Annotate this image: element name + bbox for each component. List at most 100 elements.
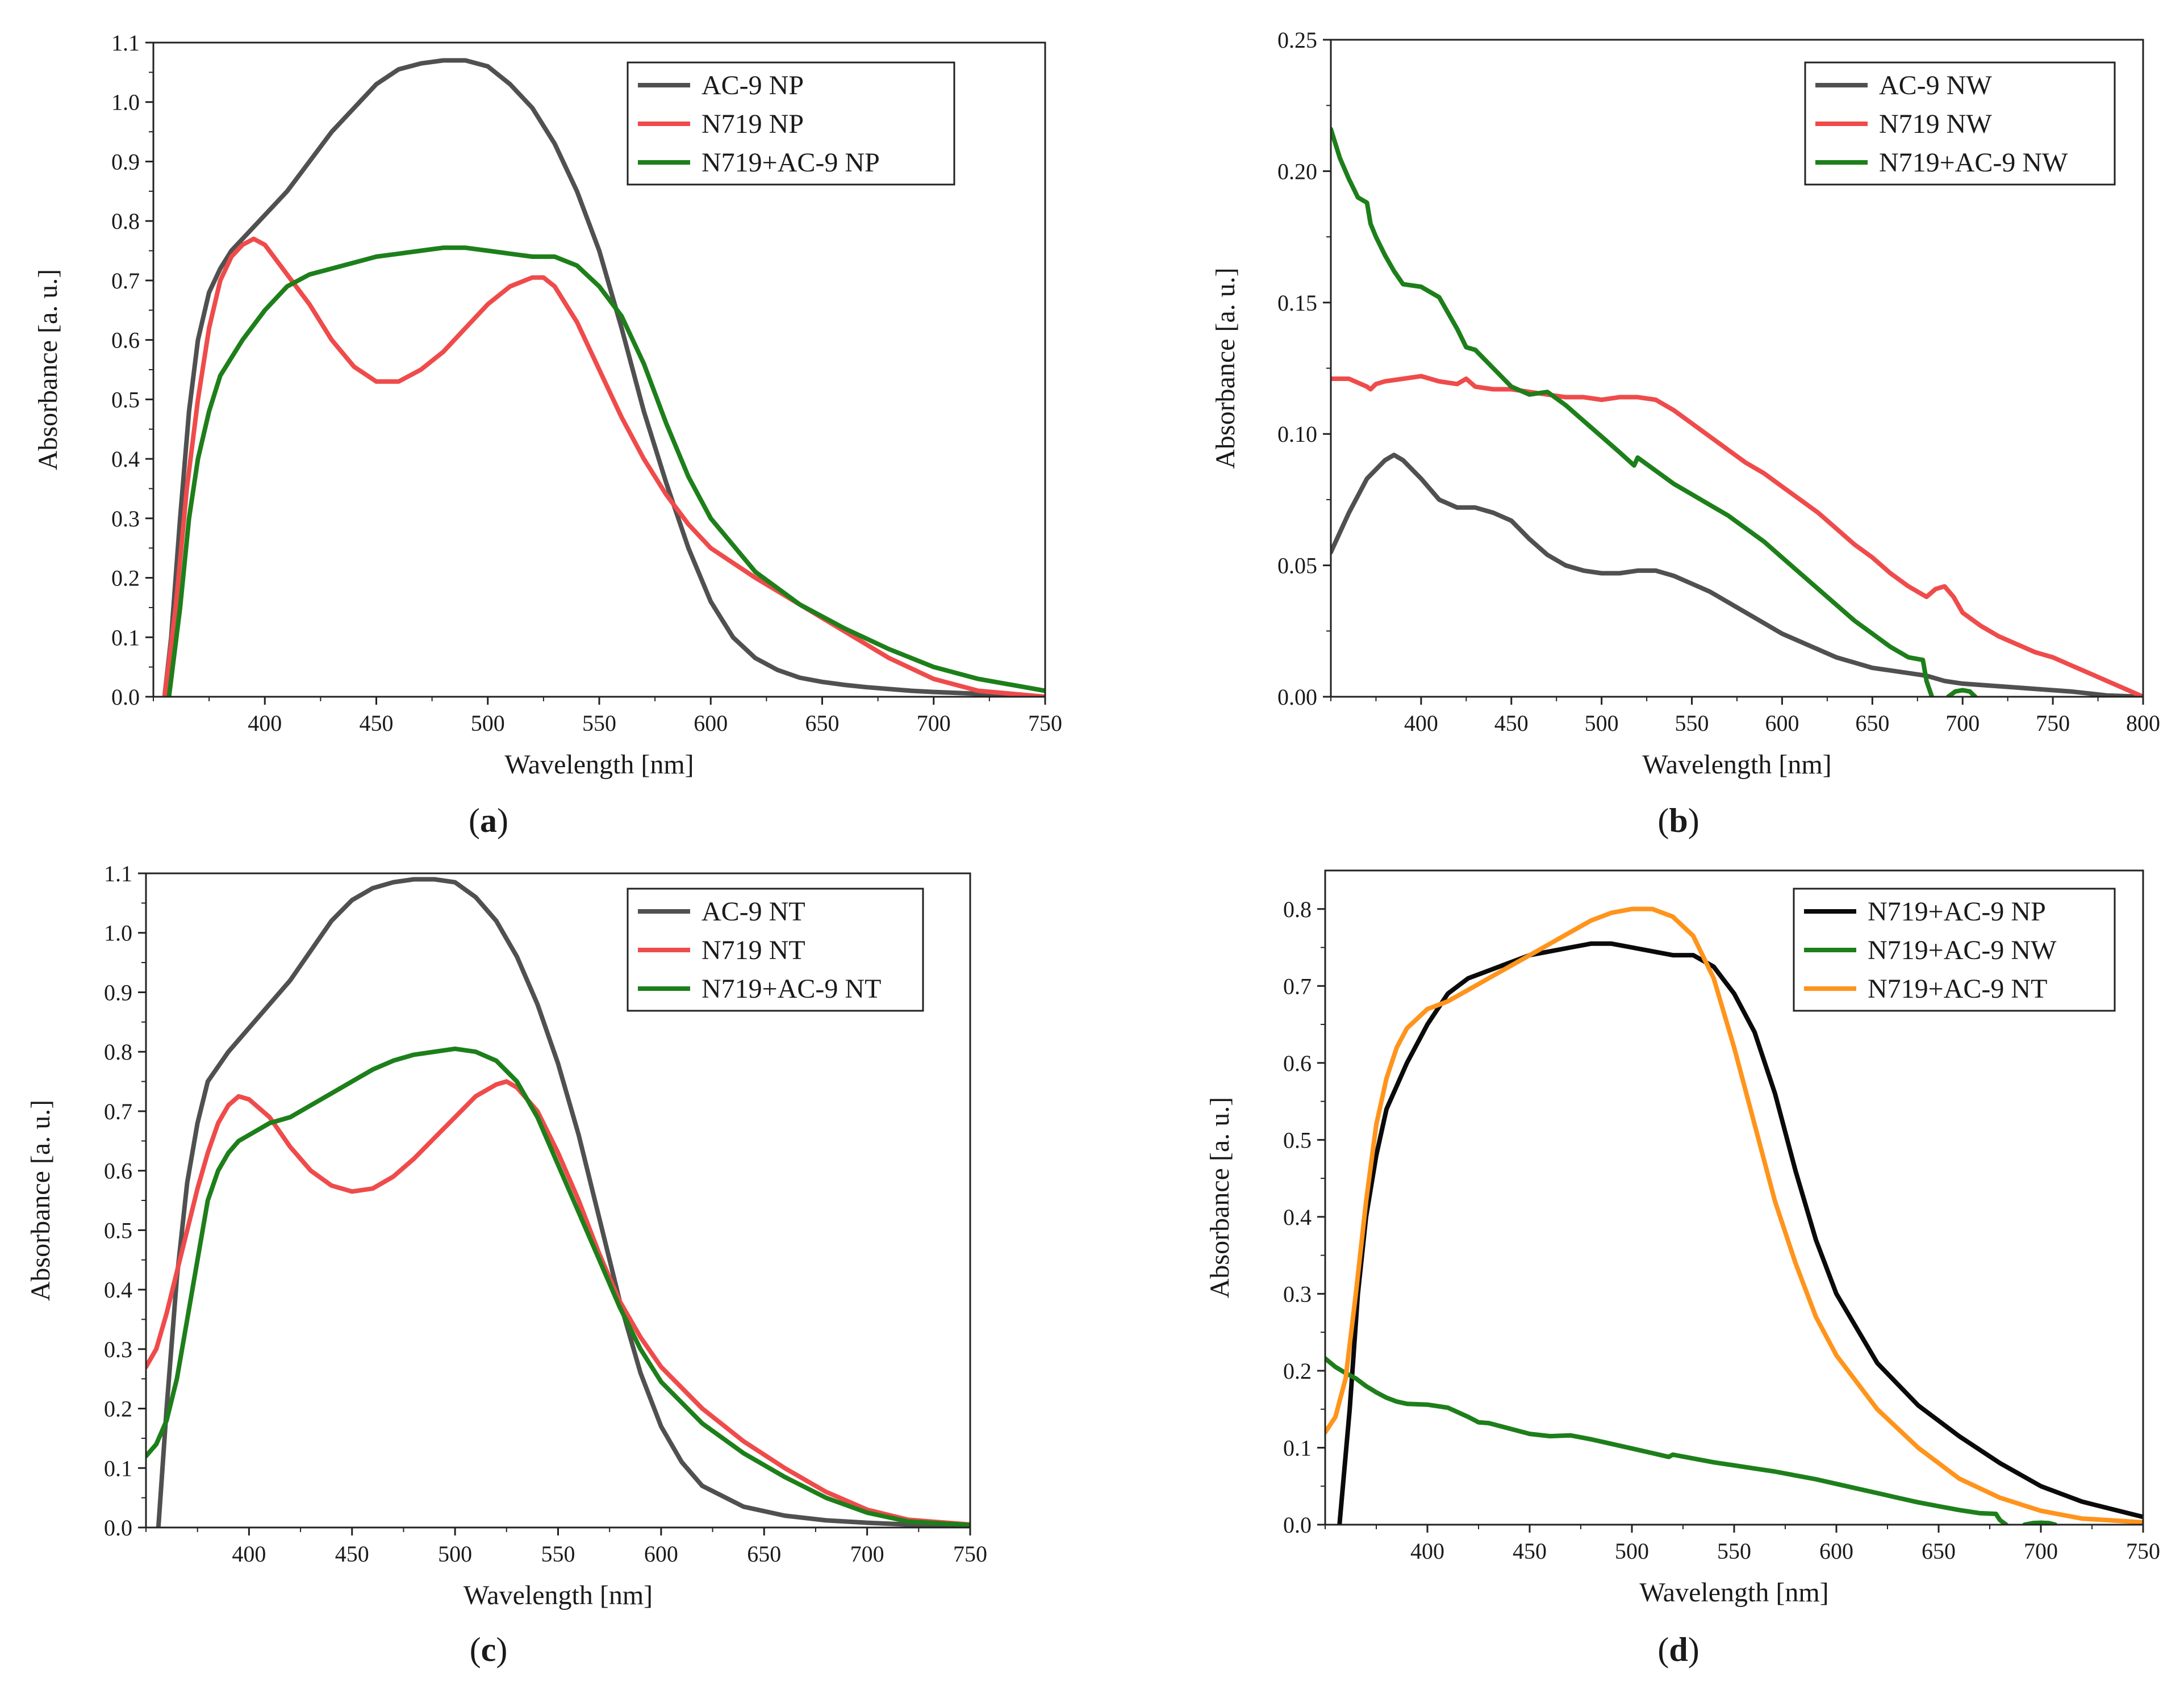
legend-label: AC-9 NP xyxy=(701,70,804,101)
legend-label: N719+AC-9 NT xyxy=(1868,974,2047,1004)
x-tick-label: 750 xyxy=(2126,1538,2160,1564)
panel-caption-letter: a xyxy=(480,802,497,839)
x-tick-label: 600 xyxy=(1819,1538,1853,1564)
series-line-a-0 xyxy=(162,58,1045,697)
series-line-d-1 xyxy=(1325,1356,2008,1525)
y-tick-label: 0.7 xyxy=(104,1099,132,1124)
y-tick-label: 0.5 xyxy=(111,387,140,412)
legend: AC-9 NP N719 NP N719+AC-9 NP xyxy=(627,61,955,186)
panel-c: 400 450 500 550 600 650 700 750 0.0 0.1 0.2 0.3 0.4 0… xyxy=(26,861,987,1668)
series-line-b-3 xyxy=(1945,688,1978,697)
panel-caption: (b) xyxy=(1657,802,1699,839)
series-line-b-1 xyxy=(1331,374,2143,697)
panel-d: 400 450 500 550 600 650 700 750 0.0 0.1 0.2 0.3 0.4 0… xyxy=(1205,869,2160,1668)
x-tick-label: 550 xyxy=(1717,1538,1751,1564)
y-tick-label: 0.05 xyxy=(1277,553,1317,579)
y-tick-label: 0.7 xyxy=(1283,973,1312,999)
x-tick-label: 400 xyxy=(248,710,282,736)
y-tick-label: 0.00 xyxy=(1277,684,1317,710)
series-line-b-0 xyxy=(1331,453,2143,697)
plot-area xyxy=(162,58,1045,697)
y-tick-label: 0.2 xyxy=(104,1396,132,1422)
x-tick-label: 600 xyxy=(1765,710,1799,736)
y-axis-title: Absorbance [a. u.] xyxy=(26,1100,56,1302)
legend-label: N719 NP xyxy=(701,109,804,139)
y-tick-label: 0.5 xyxy=(1283,1127,1312,1153)
panel-caption-letter: d xyxy=(1669,1631,1688,1668)
y-tick-label: 0.3 xyxy=(1283,1281,1312,1307)
x-tick-label: 550 xyxy=(1675,710,1709,736)
x-tick-label: 750 xyxy=(2036,710,2070,736)
x-tick-label: 500 xyxy=(471,710,505,736)
legend-label: AC-9 NW xyxy=(1879,70,1992,101)
y-tick-label: 0.4 xyxy=(104,1277,132,1303)
x-tick-label: 450 xyxy=(335,1541,369,1567)
x-tick-label: 750 xyxy=(953,1541,987,1567)
x-tick-label: 400 xyxy=(232,1541,266,1567)
y-tick-label: 0.1 xyxy=(111,625,140,650)
x-axis-title: Wavelength [nm] xyxy=(1639,1577,1828,1608)
y-tick-label: 1.0 xyxy=(104,920,132,946)
x-tick-label: 450 xyxy=(1513,1538,1547,1564)
x-tick-label: 750 xyxy=(1028,710,1062,736)
series-line-c-1 xyxy=(146,1079,970,1527)
panel-caption-letter: c xyxy=(481,1631,496,1668)
x-tick-label: 800 xyxy=(2126,710,2160,736)
y-axis-title: Absorbance [a. u.] xyxy=(33,269,63,471)
y-tick-label: 0.1 xyxy=(104,1455,132,1481)
panel-a: 400 450 500 550 600 650 700 750 0.0 0.1 0.2 0.3 0.4 0… xyxy=(33,30,1062,839)
y-tick-label: 0.25 xyxy=(1277,27,1317,53)
y-tick-label: 1.1 xyxy=(104,861,132,886)
x-axis-title: Wavelength [nm] xyxy=(1642,750,1831,780)
x-tick-label: 450 xyxy=(1494,710,1529,736)
x-tick-label: 400 xyxy=(1410,1538,1444,1564)
y-tick-label: 0.20 xyxy=(1277,158,1317,184)
plot-area xyxy=(1325,906,2143,1525)
x-tick-label: 650 xyxy=(1855,710,1889,736)
y-tick-label: 1.1 xyxy=(111,30,140,56)
legend-label: N719+AC-9 NP xyxy=(1868,897,2046,927)
x-axis-title: Wavelength [nm] xyxy=(504,750,694,780)
x-tick-label: 400 xyxy=(1404,710,1438,736)
series-line-c-0 xyxy=(156,877,970,1528)
y-tick-label: 0.9 xyxy=(104,980,132,1005)
series-line-d-3 xyxy=(1325,906,2143,1525)
x-tick-label: 700 xyxy=(850,1541,884,1567)
x-tick-label: 650 xyxy=(747,1541,781,1567)
legend: AC-9 NT N719 NT N719+AC-9 NT xyxy=(627,888,924,1012)
x-tick-label: 500 xyxy=(1615,1538,1649,1564)
y-tick-label: 0.6 xyxy=(111,328,140,353)
y-tick-label: 0.6 xyxy=(1283,1051,1312,1076)
series-line-b-2 xyxy=(1331,127,1935,697)
x-tick-label: 700 xyxy=(1945,710,1980,736)
y-tick-label: 0.0 xyxy=(1283,1512,1312,1538)
legend: N719+AC-9 NP N719+AC-9 NW N719+AC-9 NT xyxy=(1793,888,2116,1012)
panel-caption: (c) xyxy=(470,1631,508,1668)
x-tick-label: 550 xyxy=(541,1541,575,1567)
y-tick-label: 0.9 xyxy=(111,149,140,174)
y-tick-label: 0.2 xyxy=(1283,1358,1312,1384)
plot-area xyxy=(146,877,970,1528)
y-axis-title: Absorbance [a. u.] xyxy=(1210,267,1241,469)
x-axis-title: Wavelength [nm] xyxy=(463,1580,653,1610)
x-tick-label: 450 xyxy=(360,710,394,736)
series-line-d-2 xyxy=(2022,1520,2058,1525)
series-line-a-2 xyxy=(166,245,1045,697)
legend-label: N719+AC-9 NT xyxy=(701,974,881,1004)
series-line-a-1 xyxy=(162,236,1045,697)
x-tick-label: 500 xyxy=(438,1541,472,1567)
y-tick-label: 0.8 xyxy=(111,208,140,234)
series-line-d-0 xyxy=(1337,941,2143,1525)
y-tick-label: 0.10 xyxy=(1277,421,1317,447)
legend-label: N719+AC-9 NW xyxy=(1879,148,2068,178)
y-tick-label: 0.4 xyxy=(1283,1204,1312,1230)
legend: AC-9 NW N719 NW N719+AC-9 NW xyxy=(1804,61,2116,186)
y-tick-label: 0.2 xyxy=(111,566,140,591)
legend-label: N719+AC-9 NP xyxy=(701,148,880,178)
x-tick-label: 550 xyxy=(582,710,616,736)
y-tick-label: 0.15 xyxy=(1277,290,1317,316)
panel-caption: (a) xyxy=(469,802,508,839)
y-tick-label: 0.8 xyxy=(1283,897,1312,922)
y-tick-label: 0.7 xyxy=(111,268,140,294)
